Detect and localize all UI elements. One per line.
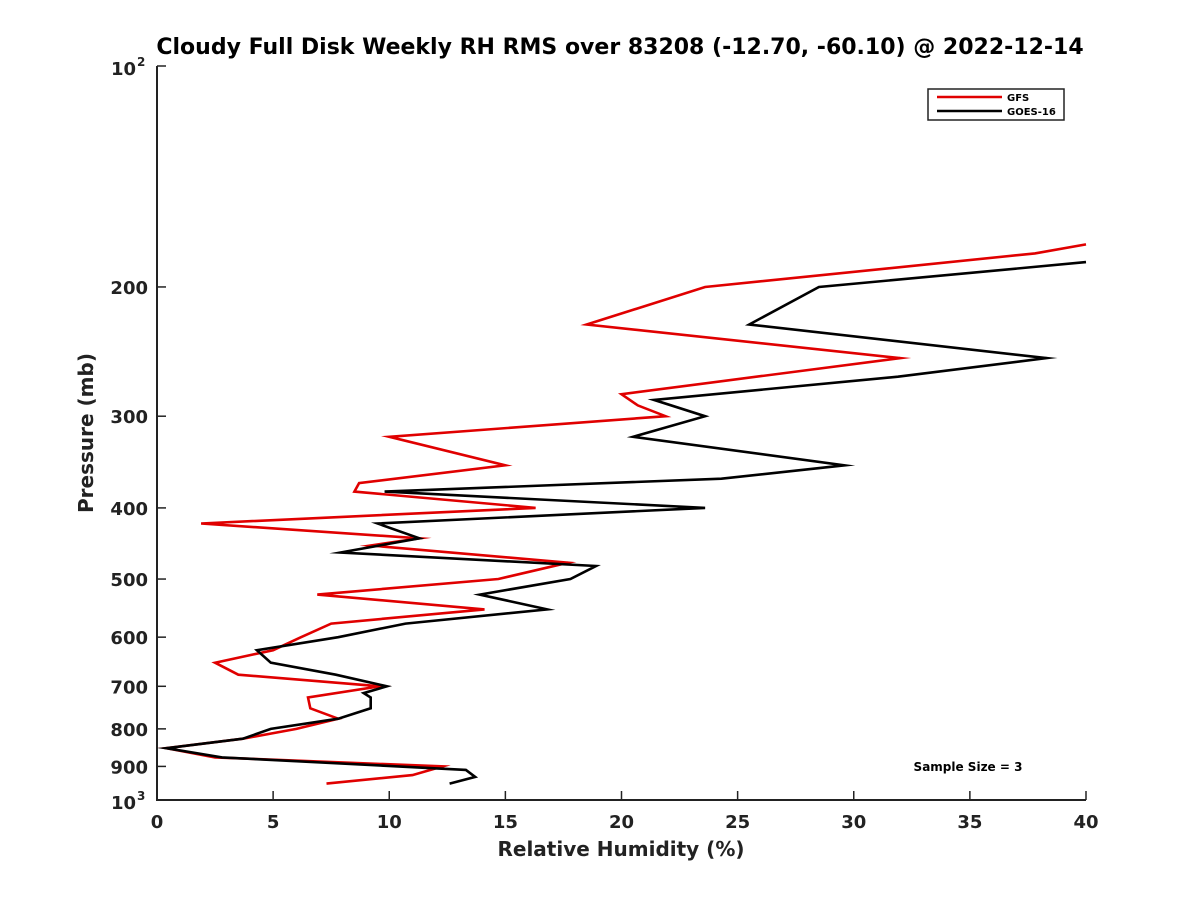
- y-tick-label-900: 900: [110, 757, 148, 778]
- legend-label-gfs: GFS: [1007, 93, 1029, 104]
- x-tick-label-0: 0: [151, 812, 164, 833]
- sample-size-annotation: Sample Size = 3: [914, 760, 1023, 774]
- y-tick-label-400: 400: [110, 499, 148, 520]
- chart-title: Cloudy Full Disk Weekly RH RMS over 8320…: [156, 35, 1083, 60]
- series-lines: [157, 243, 1087, 785]
- y-tick-label-300: 300: [110, 407, 148, 428]
- y-tick-label-200: 200: [110, 278, 148, 299]
- y-tick-label-800: 800: [110, 720, 148, 741]
- x-tick-label-40: 40: [1073, 812, 1098, 833]
- series-line-gfs: [157, 243, 1087, 785]
- y-tick-label-600: 600: [110, 628, 148, 649]
- x-tick-label-30: 30: [841, 812, 866, 833]
- legend: GFS GOES-16: [927, 88, 1065, 121]
- y-tick-label-100: 10: [111, 59, 136, 80]
- x-tick-label-20: 20: [609, 812, 634, 833]
- legend-box: [927, 88, 1065, 121]
- y-tick-label-500: 500: [110, 570, 148, 591]
- x-tick-label-5: 5: [267, 812, 280, 833]
- legend-label-goes16: GOES-16: [1007, 107, 1056, 118]
- x-tick-label-35: 35: [957, 812, 982, 833]
- y-tick-exponent-100: 2: [137, 55, 145, 69]
- y-tick-exponent-1000: 3: [137, 789, 145, 803]
- y-axis-label: Pressure (mb): [74, 353, 98, 513]
- series-line-goes-16: [157, 260, 1087, 785]
- x-axis-label: Relative Humidity (%): [497, 837, 744, 861]
- x-tick-label-10: 10: [377, 812, 402, 833]
- x-axis-ticks: 0 5 10 15 20 25 30 35 40: [151, 791, 1099, 833]
- y-tick-label-700: 700: [110, 677, 148, 698]
- x-tick-label-15: 15: [493, 812, 518, 833]
- x-tick-label-25: 25: [725, 812, 750, 833]
- plot-area: 0 5 10 15 20 25 30 35 40 10 220030040050060070080…: [110, 55, 1098, 833]
- y-tick-label-1000: 10: [111, 793, 136, 814]
